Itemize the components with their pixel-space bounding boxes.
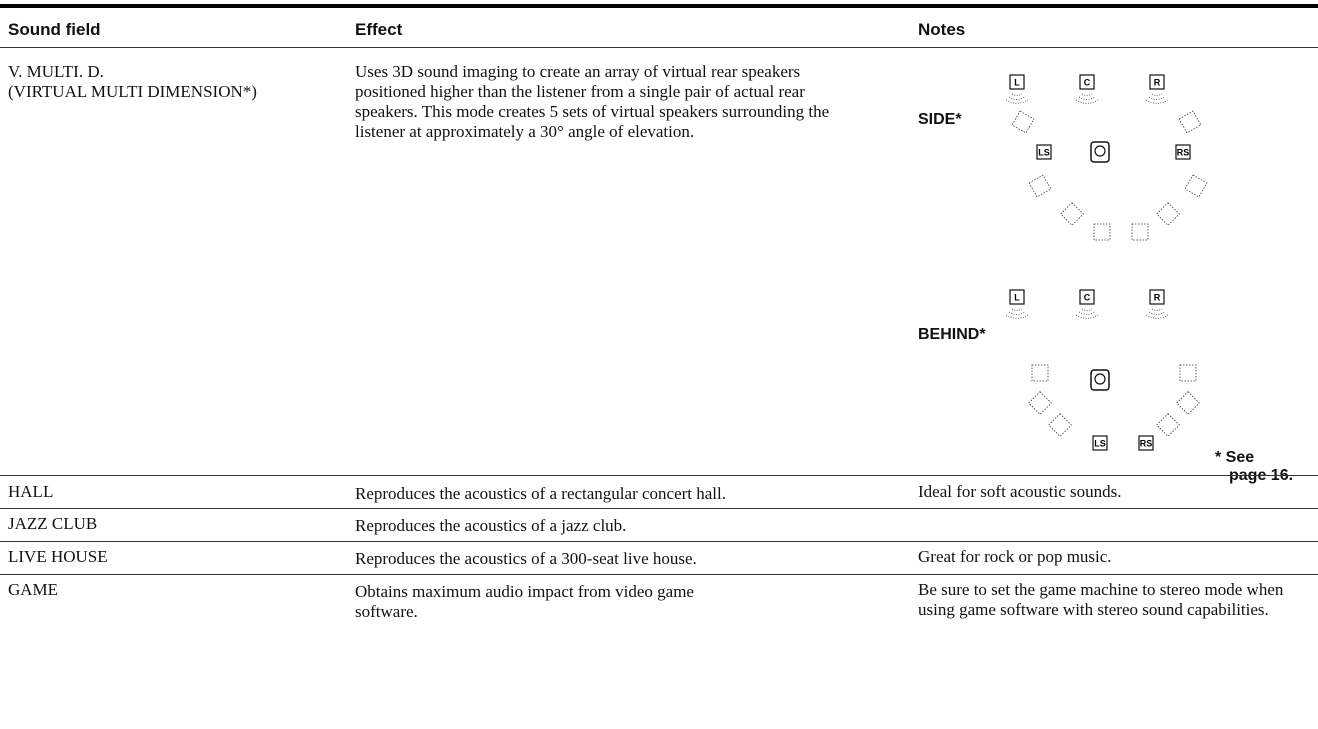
field-line: V. MULTI. D. bbox=[8, 62, 104, 81]
header: Effect bbox=[355, 20, 403, 39]
speaker-label: L bbox=[1014, 77, 1020, 87]
speaker bbox=[1079, 74, 1095, 90]
notes: Great for rock or pop music. bbox=[918, 547, 1112, 566]
speaker bbox=[1009, 289, 1025, 305]
footnote: * See bbox=[1215, 449, 1255, 466]
header: Notes bbox=[918, 20, 966, 39]
speaker-label: RS bbox=[1140, 438, 1153, 448]
virtual-speaker bbox=[1156, 202, 1180, 226]
speaker-label: C bbox=[1084, 77, 1091, 87]
sound-wave bbox=[1005, 99, 1029, 104]
virtual-speaker bbox=[1028, 174, 1052, 198]
listener bbox=[1090, 141, 1110, 163]
sound-wave bbox=[1075, 314, 1099, 319]
virtual-speaker bbox=[1179, 364, 1197, 382]
diagram-label: SIDE* bbox=[918, 111, 962, 128]
listener-head bbox=[1094, 373, 1106, 385]
sound-wave bbox=[1081, 93, 1093, 96]
speaker bbox=[1138, 435, 1154, 451]
virtual-speaker bbox=[1031, 364, 1049, 382]
virtual-speaker bbox=[1093, 223, 1111, 241]
speaker bbox=[1036, 144, 1052, 160]
speaker bbox=[1092, 435, 1108, 451]
effect: Obtains maximum audio impact from video … bbox=[355, 582, 694, 621]
field: GAME bbox=[8, 580, 59, 599]
sound-wave bbox=[1075, 99, 1099, 104]
rule bbox=[0, 574, 1318, 575]
diagram-label: BEHIND* bbox=[918, 326, 986, 343]
virtual-speaker bbox=[1028, 391, 1052, 415]
virtual-speaker bbox=[1176, 391, 1200, 415]
top-rule bbox=[0, 4, 1318, 8]
virtual-speaker bbox=[1011, 110, 1035, 134]
speaker-label: RS bbox=[1177, 147, 1190, 157]
speaker bbox=[1149, 289, 1165, 305]
effect: Reproduces the acoustics of a jazz club. bbox=[355, 516, 627, 535]
sound-wave bbox=[1151, 93, 1163, 96]
speaker-label: LS bbox=[1038, 147, 1050, 157]
field: LIVE HOUSE bbox=[8, 547, 108, 566]
effect: Reproduces the acoustics of a rectangula… bbox=[355, 484, 727, 503]
speaker-label: C bbox=[1084, 292, 1091, 302]
virtual-speaker bbox=[1060, 202, 1084, 226]
sound-wave bbox=[1151, 308, 1163, 311]
field: JAZZ CLUB bbox=[8, 514, 98, 533]
sound-wave bbox=[1008, 311, 1026, 315]
sound-wave bbox=[1081, 308, 1093, 311]
speaker-label: R bbox=[1154, 292, 1161, 302]
sound-wave bbox=[1145, 314, 1169, 319]
virtual-speaker bbox=[1156, 413, 1180, 437]
speaker-label: R bbox=[1154, 77, 1161, 87]
sound-wave bbox=[1005, 314, 1029, 319]
field: HALL bbox=[8, 482, 54, 501]
sound-wave bbox=[1145, 99, 1169, 104]
speaker-label: LS bbox=[1094, 438, 1106, 448]
speaker bbox=[1009, 74, 1025, 90]
sound-wave bbox=[1011, 93, 1023, 96]
header: Sound field bbox=[8, 20, 101, 39]
sound-wave bbox=[1011, 308, 1023, 311]
effect: Reproduces the acoustics of a 300-seat l… bbox=[355, 549, 697, 568]
rule bbox=[0, 475, 1318, 476]
field-line: (VIRTUAL MULTI DIMENSION*) bbox=[8, 82, 257, 101]
virtual-speaker bbox=[1048, 413, 1072, 437]
sound-wave bbox=[1148, 96, 1166, 100]
sound-wave bbox=[1008, 96, 1026, 100]
field: V. MULTI. D. (VIRTUAL MULTI DIMENSION*) bbox=[8, 62, 257, 102]
listener-head bbox=[1094, 145, 1106, 157]
listener bbox=[1090, 369, 1110, 391]
sound-wave bbox=[1078, 96, 1096, 100]
notes: Ideal for soft acoustic sounds. bbox=[918, 482, 1122, 501]
rule bbox=[0, 508, 1318, 509]
rule bbox=[0, 541, 1318, 542]
speaker-label: L bbox=[1014, 292, 1020, 302]
rule bbox=[0, 47, 1318, 48]
virtual-speaker bbox=[1184, 174, 1208, 198]
sound-wave bbox=[1078, 311, 1096, 315]
speaker bbox=[1079, 289, 1095, 305]
speaker bbox=[1149, 74, 1165, 90]
effect: Uses 3D sound imaging to create an array… bbox=[355, 62, 830, 141]
sound-wave bbox=[1148, 311, 1166, 315]
virtual-speaker bbox=[1131, 223, 1149, 241]
notes: Be sure to set the game machine to stere… bbox=[918, 580, 1284, 619]
virtual-speaker bbox=[1178, 110, 1202, 134]
speaker bbox=[1175, 144, 1191, 160]
